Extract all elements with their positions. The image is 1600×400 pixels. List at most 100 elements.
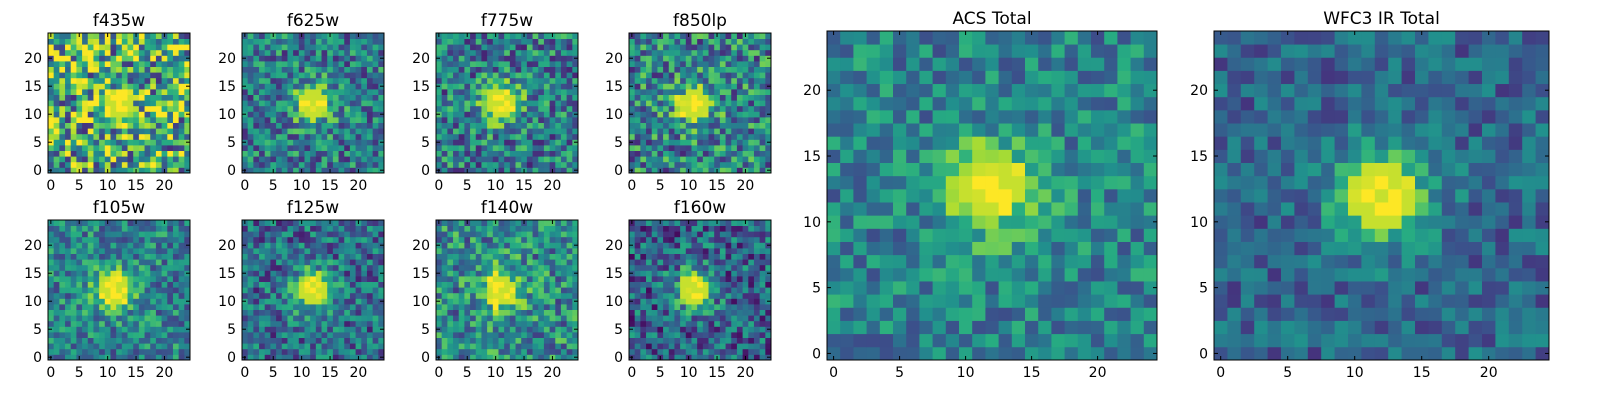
pixel-cell xyxy=(629,61,636,67)
pixel-cell xyxy=(53,298,60,305)
pixel-cell xyxy=(691,66,698,73)
pixel-cell xyxy=(436,309,443,316)
pixel-cell xyxy=(742,276,749,282)
pixel-cell xyxy=(144,309,151,316)
pixel-cell xyxy=(172,292,180,299)
pixel-cell xyxy=(521,281,528,288)
pixel-cell xyxy=(759,298,766,305)
pixel-cell xyxy=(464,49,471,56)
pixel-cell xyxy=(281,100,288,107)
pixel-cell xyxy=(304,38,311,45)
pixel-cell xyxy=(287,77,294,84)
pixel-cell xyxy=(70,276,77,282)
pixel-cell xyxy=(110,33,117,39)
pixel-cell xyxy=(315,231,322,238)
pixel-cell xyxy=(498,66,505,73)
pixel-cell xyxy=(355,225,362,232)
pixel-cell xyxy=(521,128,528,135)
pixel-cell xyxy=(344,128,351,135)
pixel-cell xyxy=(372,309,379,316)
pixel-cell xyxy=(281,220,288,226)
pixel-cell xyxy=(566,315,573,322)
pixel-cell xyxy=(167,33,174,39)
pixel-cell xyxy=(691,343,698,350)
pixel-cell xyxy=(572,117,579,123)
pixel-cell xyxy=(748,111,755,118)
pixel-cell xyxy=(674,298,681,305)
pixel-cell xyxy=(566,133,573,140)
pixel-cell xyxy=(372,33,379,39)
pixel-cell xyxy=(247,133,254,140)
pixel-cell xyxy=(344,276,351,282)
pixel-cell xyxy=(150,161,157,168)
pixel-cell xyxy=(708,55,715,62)
pixel-cell xyxy=(99,332,106,338)
pixel-cell xyxy=(481,248,488,254)
pixel-cell xyxy=(532,348,539,355)
pixel-cell xyxy=(293,225,300,232)
pixel-cell xyxy=(59,287,66,294)
pixel-cell xyxy=(492,122,499,129)
pixel-cell xyxy=(651,33,658,39)
pixel-cell xyxy=(315,225,322,232)
pixel-cell xyxy=(515,270,522,277)
pixel-cell xyxy=(321,292,328,299)
y-tick-label: 15 xyxy=(24,79,42,95)
pixel-cell xyxy=(242,94,249,101)
pixel-cell xyxy=(327,225,334,232)
pixel-cell xyxy=(708,304,715,310)
pixel-cell xyxy=(759,287,766,294)
pixel-cell xyxy=(155,128,162,135)
pixel-cell xyxy=(93,161,100,168)
pixel-cell xyxy=(538,55,545,62)
pixel-cell xyxy=(458,354,465,361)
pixel-cell xyxy=(572,259,579,266)
pixel-cell xyxy=(543,343,550,350)
pixel-cell xyxy=(172,276,180,282)
pixel-cell xyxy=(492,292,499,299)
pixel-cell xyxy=(487,133,494,140)
pixel-cell xyxy=(184,332,191,338)
pixel-cell xyxy=(532,220,539,226)
pixel-cell xyxy=(82,105,89,112)
pixel-cell xyxy=(65,77,72,84)
pixel-cell xyxy=(566,33,573,39)
pixel-cell xyxy=(144,133,151,140)
pixel-cell xyxy=(332,287,339,294)
pixel-cell xyxy=(543,49,550,56)
pixel-cell xyxy=(697,304,704,310)
pixel-cell xyxy=(572,248,579,254)
pixel-cell xyxy=(361,49,368,56)
pixel-cell xyxy=(481,253,488,260)
pixel-cell xyxy=(104,72,111,79)
pixel-cell xyxy=(651,100,658,107)
pixel-cell xyxy=(48,259,55,266)
pixel-cell xyxy=(355,320,362,327)
pixel-cell xyxy=(560,161,568,168)
pixel-cell xyxy=(492,49,499,56)
pixel-cell xyxy=(447,111,454,118)
pixel-cell xyxy=(498,145,505,151)
pixel-cell xyxy=(447,348,454,355)
pixel-cell xyxy=(127,304,134,310)
pixel-cell xyxy=(366,145,374,151)
pixel-cell xyxy=(566,150,573,157)
pixel-cell xyxy=(436,133,443,140)
pixel-cell xyxy=(629,44,636,51)
pixel-cell xyxy=(560,89,568,95)
pixel-cell xyxy=(504,94,511,101)
pixel-cell xyxy=(725,89,732,95)
pixel-cell xyxy=(481,259,488,266)
pixel-cell xyxy=(372,55,379,62)
pixel-cell xyxy=(87,292,94,299)
pixel-cell xyxy=(708,105,715,112)
pixel-cell xyxy=(702,287,709,294)
pixel-cell xyxy=(270,94,277,101)
pixel-cell xyxy=(441,343,448,350)
pixel-cell xyxy=(680,320,687,327)
pixel-cell xyxy=(133,66,140,73)
pixel-cell xyxy=(338,105,345,112)
panel-title: f140w xyxy=(481,198,533,218)
pixel-cell xyxy=(253,287,260,294)
pixel-cell xyxy=(361,298,368,305)
